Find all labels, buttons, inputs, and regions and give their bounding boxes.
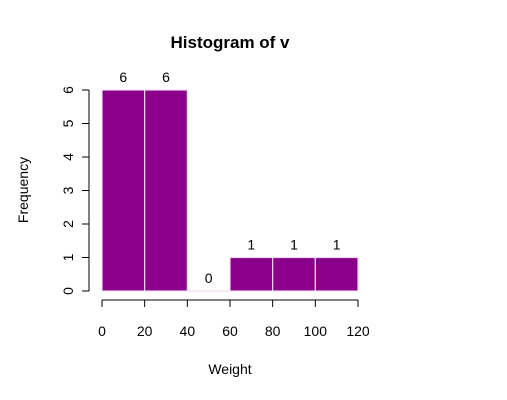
x-tick-label: 0 xyxy=(98,323,106,339)
bin-count-label: 1 xyxy=(247,237,255,253)
x-tick-label: 100 xyxy=(304,323,328,339)
bin-count-label: 1 xyxy=(290,237,298,253)
x-tick-label: 60 xyxy=(222,323,238,339)
bin-count-label: 6 xyxy=(119,69,127,85)
y-tick-label: 6 xyxy=(60,86,76,94)
y-tick-label: 5 xyxy=(60,119,76,127)
y-tick-label: 4 xyxy=(60,153,76,161)
histogram-bar xyxy=(101,89,146,292)
histogram-bar xyxy=(229,256,274,292)
x-tick-label: 20 xyxy=(137,323,153,339)
y-tick-label: 0 xyxy=(60,287,76,295)
x-tick-label: 40 xyxy=(180,323,196,339)
bin-count-label: 6 xyxy=(162,69,170,85)
bin-count-label: 0 xyxy=(205,270,213,286)
bars-group xyxy=(101,89,359,292)
histogram-bar xyxy=(314,256,359,292)
y-axis-label: Frequency xyxy=(15,157,31,223)
y-tick-label: 2 xyxy=(60,220,76,228)
histogram-bar xyxy=(144,89,188,292)
x-tick-label: 80 xyxy=(265,323,281,339)
y-tick-label: 3 xyxy=(60,186,76,194)
y-tick-label: 1 xyxy=(60,253,76,261)
chart-title: Histogram of v xyxy=(170,33,290,52)
x-axis-label: Weight xyxy=(208,361,251,377)
count-labels-group: 6 6 0 1 1 1 xyxy=(119,69,340,286)
bin-count-label: 1 xyxy=(333,237,341,253)
y-axis: 0 1 2 3 4 5 6 xyxy=(60,86,90,295)
x-tick-label: 120 xyxy=(346,323,370,339)
x-axis: 0 20 40 60 80 100 120 xyxy=(98,299,370,339)
histogram-bar xyxy=(272,256,316,292)
